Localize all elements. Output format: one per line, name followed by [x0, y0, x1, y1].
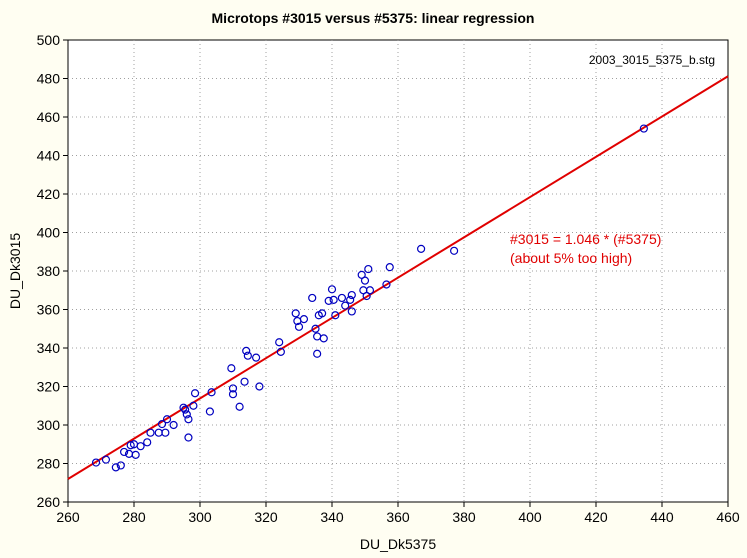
data-point: [101, 455, 111, 464]
data-point: [291, 309, 300, 318]
data-point: [179, 403, 188, 412]
data-point: [450, 246, 459, 255]
data-point: [324, 296, 333, 305]
y-tick-label: 300: [37, 417, 61, 433]
data-point: [360, 276, 370, 285]
y-tick-label: 340: [37, 340, 61, 356]
data-point: [228, 384, 238, 393]
data-point: [242, 346, 251, 355]
x-tick-label: 460: [716, 509, 740, 525]
data-point: [276, 347, 285, 356]
data-point: [347, 290, 356, 300]
x-tick-label: 420: [584, 509, 608, 525]
data-point: [311, 324, 320, 333]
data-point: [182, 410, 191, 419]
data-point: [157, 419, 167, 429]
data-point: [126, 441, 135, 450]
data-point: [161, 428, 170, 437]
data-point: [228, 390, 238, 399]
y-tick-label: 440: [37, 148, 61, 164]
regression-note: (about 5% too high): [510, 250, 632, 266]
data-point: [184, 433, 193, 442]
x-tick-label: 320: [254, 509, 278, 525]
y-tick-label: 500: [37, 32, 61, 48]
data-point: [116, 461, 125, 470]
data-point: [184, 415, 193, 424]
x-tick-label: 340: [320, 509, 344, 525]
data-point: [337, 293, 346, 303]
y-tick-label: 420: [37, 186, 61, 202]
data-point: [169, 420, 178, 430]
y-tick-labels: 260 280 300 320 340 360 380 400 420 440 460 480 500: [37, 32, 61, 510]
data-point: [331, 311, 340, 320]
filename-label: 2003_3015_5375_b.stg: [589, 53, 715, 67]
data-point: [382, 280, 391, 289]
x-tick-label: 300: [188, 509, 212, 525]
data-point: [111, 463, 120, 472]
x-tick-label: 280: [122, 509, 146, 525]
data-point: [346, 295, 355, 304]
data-point: [255, 382, 264, 391]
x-tick-label: 400: [518, 509, 542, 525]
y-tick-label: 460: [37, 109, 61, 125]
data-point: [91, 458, 101, 467]
y-tick-label: 360: [37, 302, 61, 318]
x-tick-label: 260: [56, 509, 80, 525]
data-point: [252, 353, 261, 362]
data-point: [299, 315, 309, 324]
axis-ticks: [63, 39, 729, 507]
data-point: [235, 402, 244, 411]
x-tick-label: 440: [650, 509, 674, 525]
x-axis-label: DU_Dk5375: [360, 536, 436, 552]
data-point: [275, 338, 284, 347]
data-point: [365, 286, 375, 295]
x-tick-label: 380: [452, 509, 476, 525]
data-points: [91, 124, 648, 472]
y-tick-label: 480: [37, 71, 61, 87]
regression-equation: #3015 = 1.046 * (#5375): [510, 231, 661, 247]
data-point: [329, 295, 338, 304]
y-tick-label: 320: [37, 379, 61, 395]
data-point: [189, 401, 198, 410]
data-point: [162, 415, 172, 424]
regression-line: [67, 75, 729, 480]
data-point: [385, 263, 394, 272]
data-point: [240, 377, 249, 386]
data-point: [347, 307, 356, 316]
data-point: [294, 322, 304, 331]
data-point: [364, 264, 373, 274]
data-point: [205, 407, 214, 416]
data-point: [146, 428, 155, 437]
data-point: [417, 244, 426, 253]
data-point: [181, 405, 190, 414]
data-point: [143, 438, 152, 447]
y-tick-label: 260: [37, 494, 61, 510]
data-point: [136, 442, 145, 451]
chart-title: Microtops #3015 versus #5375: linear reg…: [212, 10, 535, 26]
data-point: [639, 124, 648, 133]
data-point: [207, 388, 216, 397]
data-point: [313, 349, 322, 358]
data-point: [319, 334, 328, 343]
data-point: [227, 364, 236, 373]
data-point: [308, 293, 317, 303]
data-point: [318, 309, 327, 318]
y-axis-label: DU_Dk3015: [7, 233, 23, 309]
data-point: [131, 450, 140, 459]
x-tick-labels: 260 280 300 320 340 360 380 400 420 440 460: [56, 509, 740, 525]
data-point: [327, 285, 337, 294]
data-point: [190, 389, 200, 398]
data-point: [341, 301, 350, 310]
y-tick-label: 400: [37, 225, 61, 241]
x-tick-label: 360: [386, 509, 410, 525]
data-point: [119, 447, 129, 457]
data-point: [243, 351, 252, 360]
y-tick-label: 380: [37, 263, 61, 279]
y-tick-label: 280: [37, 456, 61, 472]
